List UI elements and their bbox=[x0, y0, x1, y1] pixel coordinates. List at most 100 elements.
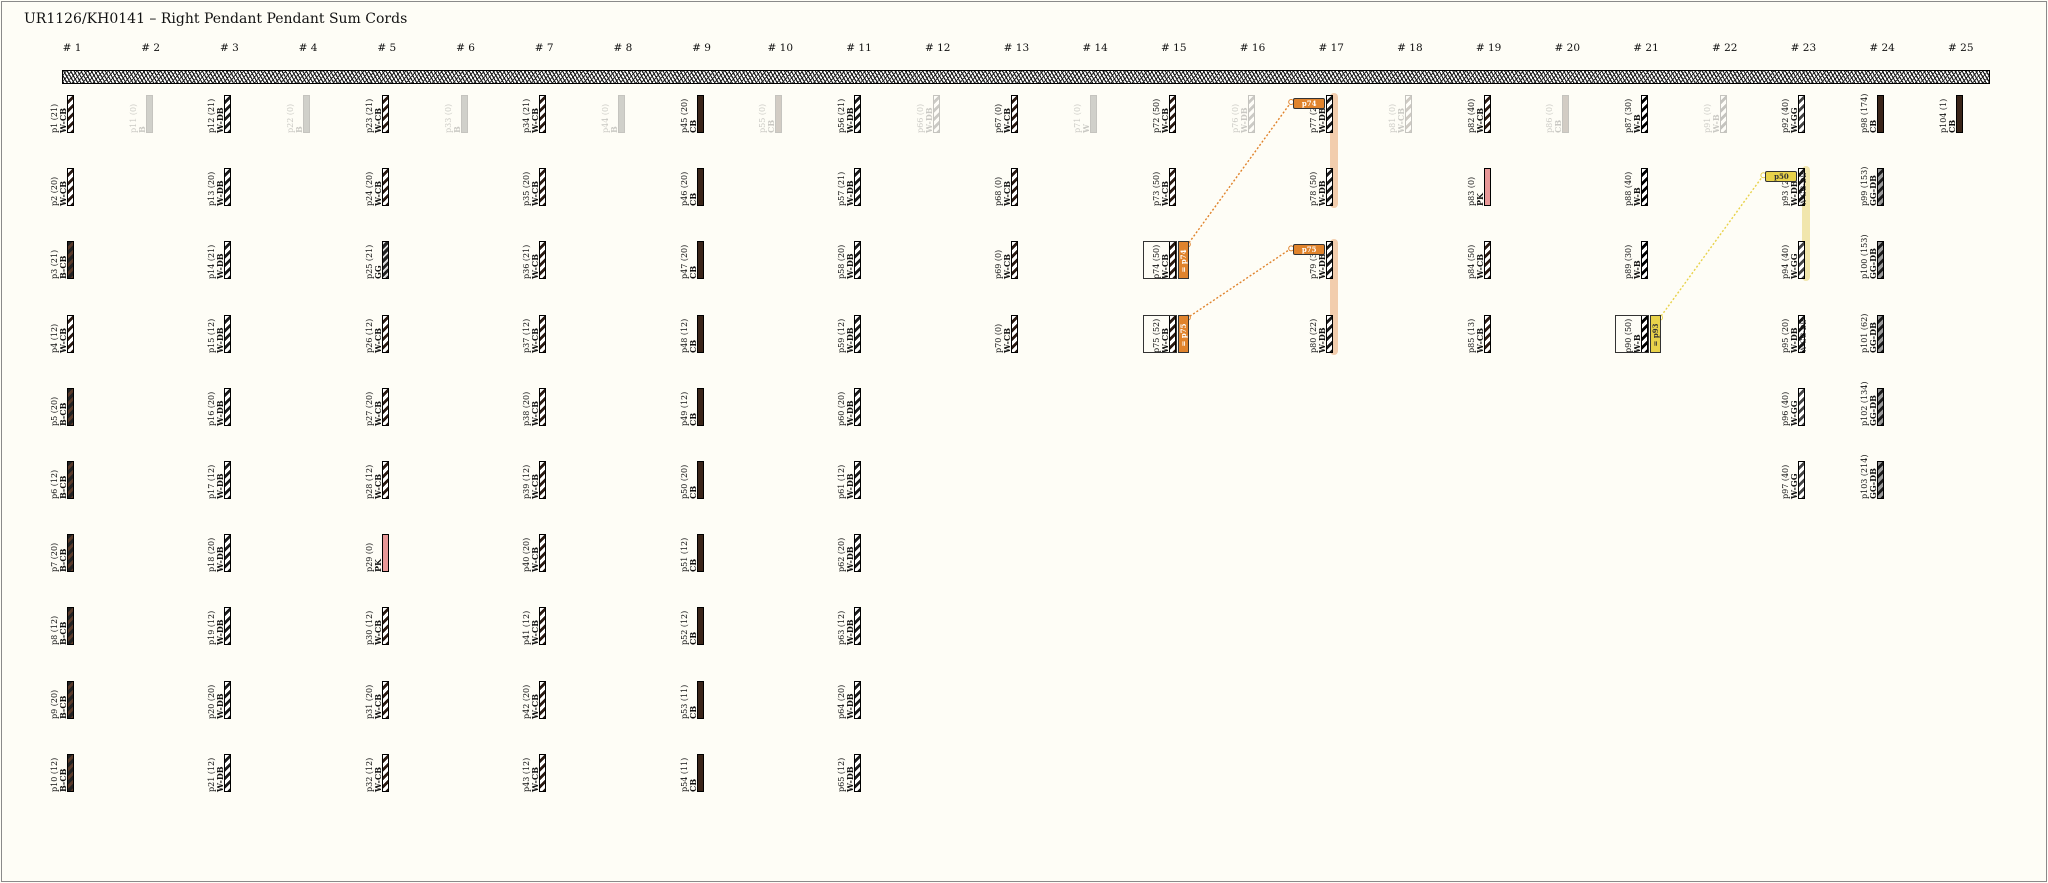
cord-label: p7 (20) B-CB bbox=[50, 534, 68, 572]
cord-color-code: W-CB bbox=[1002, 181, 1013, 207]
cord-color-bar bbox=[854, 241, 861, 280]
pendant-cord: p2 (20) W-CB bbox=[50, 168, 89, 208]
pendant-cord: p83 (0) PK bbox=[1467, 168, 1506, 208]
cord-color-bar bbox=[224, 534, 232, 573]
cord-label: p92 (40) W-GG bbox=[1781, 95, 1800, 133]
pendant-cord: p26 (12) W-CB bbox=[365, 314, 404, 355]
cord-color-bar bbox=[67, 680, 74, 719]
cord-label: p100 (153) GG-DB bbox=[1860, 235, 1878, 279]
pendant-cord: p49 (12) CB bbox=[680, 387, 719, 428]
pendant-cord: p62 (20) W-DB bbox=[837, 534, 876, 574]
cord-color-bar bbox=[381, 314, 389, 353]
cord-label: p76 (0) W-DB bbox=[1231, 95, 1249, 133]
cord-label: p87 (30) W-B bbox=[1624, 95, 1642, 133]
cord-label: p59 (12) W-DB bbox=[837, 315, 855, 352]
cord-color-bar bbox=[381, 168, 389, 207]
pendant-cord: p94 (40) W-GG bbox=[1781, 241, 1820, 281]
group-label: # 18 bbox=[1397, 42, 1423, 54]
cord-color-bar bbox=[1326, 168, 1334, 207]
pendant-cord: p17 (12) W-DB bbox=[207, 461, 246, 501]
pendant-cord: p54 (11) CB bbox=[680, 753, 719, 794]
pendant-cord: p75 (52) W-CB = p75 bbox=[1142, 314, 1191, 355]
cord-label: p81 (0) W-CB bbox=[1388, 95, 1406, 133]
pendant-cord: p60 (20) W-DB bbox=[837, 387, 876, 428]
cord-color-code: W-DB bbox=[845, 253, 855, 280]
cord-color-code: W-B bbox=[1632, 260, 1642, 280]
cord-color-code: CB bbox=[1553, 119, 1564, 133]
pendant-cord: p24 (20) W-CB bbox=[365, 168, 404, 208]
sum-link-line bbox=[1187, 247, 1292, 319]
cord-color-code: CB bbox=[687, 705, 698, 719]
pendant-cord: p14 (21) W-DB bbox=[207, 241, 246, 281]
cord-label: p43 (12) W-CB bbox=[522, 754, 540, 792]
pendant-cord: p34 (21) W-CB bbox=[522, 95, 561, 135]
cord-color-code: W-DB bbox=[845, 619, 855, 646]
cord-color-code: CB bbox=[687, 266, 698, 280]
pendant-cord: p96 (40) W-GG bbox=[1781, 387, 1820, 428]
pendant-cord: p99 (153) GG-DB bbox=[1860, 167, 1899, 208]
cord-color-code: W-GG bbox=[1789, 107, 1800, 133]
pendant-cord: p1 (21) W-CB bbox=[50, 95, 89, 135]
cord-color-bar bbox=[696, 168, 704, 207]
cord-color-bar bbox=[1326, 314, 1334, 353]
pendant-cord: p98 (174) CB bbox=[1860, 94, 1899, 135]
cord-label: p9 (20) B-CB bbox=[50, 681, 68, 718]
cord-color-bar bbox=[854, 461, 861, 499]
cord-color-code: GG bbox=[372, 265, 383, 280]
cord-color-bar bbox=[854, 314, 861, 353]
pendant-cord: p56 (21) W-DB bbox=[837, 95, 876, 135]
cord-label: p41 (12) W-CB bbox=[522, 607, 540, 645]
cord-label: p45 (20) CB bbox=[680, 95, 698, 133]
pendant-cord: p77 (20) W-DB bbox=[1309, 95, 1348, 135]
cord-color-bar bbox=[1011, 168, 1019, 207]
cord-color-bar bbox=[145, 95, 153, 133]
cord-color-code: CB bbox=[766, 119, 777, 133]
cord-color-code: W-CB bbox=[530, 474, 541, 499]
pendant-cord: p87 (30) W-B bbox=[1624, 95, 1663, 135]
pendant-cord: p21 (12) W-DB bbox=[207, 753, 246, 794]
pendant-cord: p74 (50) W-CB = p74 bbox=[1142, 241, 1191, 281]
cord-label: p83 (0) PK bbox=[1467, 168, 1485, 206]
cord-color-bar bbox=[224, 168, 232, 207]
cord-color-bar bbox=[303, 95, 311, 133]
pendant-cord: p6 (12) B-CB bbox=[50, 461, 89, 501]
pendant-cord: p103 (214) GG-DB bbox=[1860, 455, 1899, 501]
cord-color-bar bbox=[1798, 314, 1806, 353]
cord-label: p14 (21) W-DB bbox=[207, 241, 225, 279]
pendant-cord: p73 (50) W-CB bbox=[1152, 168, 1191, 208]
cord-color-bar bbox=[854, 95, 861, 133]
pendant-cord: p51 (12) CB bbox=[680, 534, 719, 574]
cord-color-bar bbox=[224, 387, 232, 426]
cord-color-code: B bbox=[294, 126, 305, 133]
pendant-cord: p42 (20) W-CB bbox=[522, 680, 561, 721]
cord-color-bar bbox=[1011, 95, 1019, 133]
pendant-cord: p58 (20) W-DB bbox=[837, 241, 876, 281]
sum-marker-label: = p75 bbox=[1178, 323, 1188, 347]
sum-marker-block: = p93 bbox=[1650, 314, 1661, 353]
cord-label: p10 (12) B-CB bbox=[50, 754, 68, 792]
cord-label: p73 (50) W-CB bbox=[1152, 168, 1170, 206]
pendant-cord: p93 (20) W-DB W-GG-DB bbox=[1781, 168, 1820, 208]
pendant-cord: p76 (0) W-DB bbox=[1231, 95, 1270, 135]
pendant-cord: p48 (12) CB bbox=[680, 314, 719, 355]
cord-label: p4 (12) W-CB bbox=[50, 315, 68, 352]
pendant-cord: p15 (12) W-DB bbox=[207, 314, 246, 355]
cord-color-code: W-DB bbox=[215, 693, 226, 719]
cord-label: p12 (21) W-DB bbox=[207, 95, 225, 133]
sum-strip bbox=[1330, 239, 1339, 355]
pendant-cord: p53 (11) CB bbox=[680, 680, 719, 721]
sum-chip: p74 bbox=[1293, 98, 1326, 109]
cord-color-code: W-CB bbox=[1002, 254, 1013, 280]
cord-color-code: W-CB bbox=[372, 693, 383, 719]
pendant-cord: p79 (30) W-DB bbox=[1309, 241, 1348, 281]
cord-label: p37 (12) W-CB bbox=[522, 315, 540, 352]
pendant-cord: p100 (153) GG-DB bbox=[1860, 235, 1899, 281]
cord-label: p94 (40) W-GG bbox=[1781, 241, 1799, 279]
cord-color-code: CB bbox=[687, 193, 698, 207]
group-label: # 22 bbox=[1711, 42, 1738, 54]
cord-color-code: W-CB bbox=[530, 547, 541, 573]
cord-color-code: W-CB bbox=[530, 108, 541, 133]
cord-color-bar bbox=[696, 461, 704, 499]
cord-label: p89 (30) W-B bbox=[1624, 241, 1642, 280]
cord-color-bar bbox=[1326, 241, 1334, 280]
